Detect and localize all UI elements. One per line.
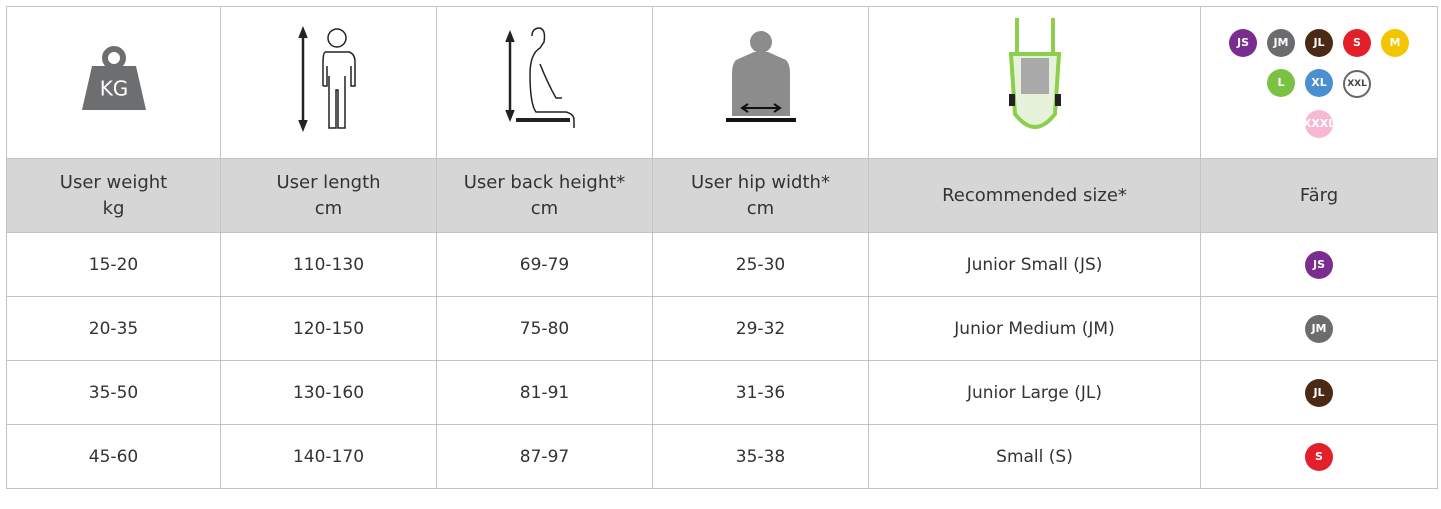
weight-icon: KG (74, 44, 154, 114)
badge-line: XXXL (1300, 109, 1338, 138)
table-cell: 130-160 (221, 361, 437, 425)
color-cell: S (1201, 425, 1438, 489)
table-cell: 29-32 (653, 297, 869, 361)
header-text: User length (221, 170, 436, 196)
table-cell: 20-35 (7, 297, 221, 361)
length-icon-cell (221, 7, 437, 159)
size-badge: S (1343, 29, 1371, 57)
header-text: cm (653, 196, 868, 222)
back-height-icon-cell (437, 7, 653, 159)
table-cell: 81-91 (437, 361, 653, 425)
size-badge: L (1267, 69, 1295, 97)
color-cell: JS (1201, 233, 1438, 297)
weight-icon-cell: KG (7, 7, 221, 159)
table-cell: Small (S) (869, 425, 1201, 489)
table-cell: 110-130 (221, 233, 437, 297)
size-badge: XXL (1343, 70, 1371, 98)
header-text: Recommended size* (869, 183, 1200, 209)
sling-icon-cell (869, 7, 1201, 159)
color-cell: JM (1201, 297, 1438, 361)
color-cell: JL (1201, 361, 1438, 425)
sling-icon (995, 14, 1075, 144)
hip-width-icon (716, 24, 806, 134)
header-cell: User hip width*cm (653, 159, 869, 233)
page: KG JSJMJLSMLXLXXLXXXL User weightkgUser … (0, 0, 1441, 509)
table-cell: Junior Small (JS) (869, 233, 1201, 297)
size-badge: M (1381, 29, 1409, 57)
size-badge: S (1305, 443, 1333, 471)
header-text: User hip width* (653, 170, 868, 196)
header-cell: User back height*cm (437, 159, 653, 233)
size-badge: XL (1305, 69, 1333, 97)
table-cell: 35-38 (653, 425, 869, 489)
table-cell: 45-60 (7, 425, 221, 489)
header-text: kg (7, 196, 220, 222)
length-icon (289, 24, 369, 134)
badge-line: L XL XXL (1262, 68, 1376, 98)
header-text: User back height* (437, 170, 652, 196)
table-cell: 120-150 (221, 297, 437, 361)
table-cell: 87-97 (437, 425, 653, 489)
weight-icon-label: KG (99, 76, 128, 100)
size-badge: XXXL (1305, 110, 1333, 138)
table-cell: 31-36 (653, 361, 869, 425)
table-cell: 69-79 (437, 233, 653, 297)
size-badge: JL (1305, 379, 1333, 407)
header-cell: Färg (1201, 159, 1438, 233)
back-height-icon (500, 24, 590, 134)
header-text: Färg (1201, 183, 1437, 209)
table-cell: 140-170 (221, 425, 437, 489)
size-badge: JL (1305, 29, 1333, 57)
size-badge: JM (1267, 29, 1295, 57)
table-cell: Junior Medium (JM) (869, 297, 1201, 361)
size-badge: JM (1305, 315, 1333, 343)
table-cell: Junior Large (JL) (869, 361, 1201, 425)
hip-width-icon-cell (653, 7, 869, 159)
header-text: cm (437, 196, 652, 222)
table-cell: 15-20 (7, 233, 221, 297)
table-cell: 75-80 (437, 297, 653, 361)
size-badge: JS (1229, 29, 1257, 57)
table-cell: 25-30 (653, 233, 869, 297)
header-cell: Recommended size* (869, 159, 1201, 233)
table-cell: 35-50 (7, 361, 221, 425)
size-badge: JS (1305, 251, 1333, 279)
header-text: User weight (7, 170, 220, 196)
header-text: cm (221, 196, 436, 222)
